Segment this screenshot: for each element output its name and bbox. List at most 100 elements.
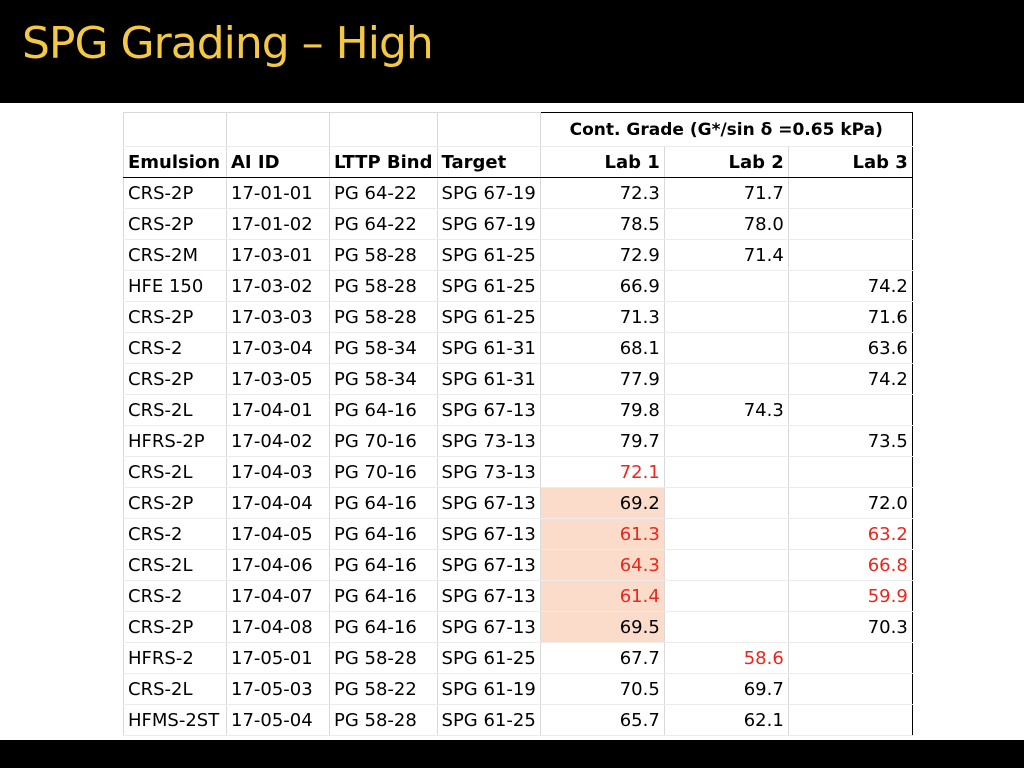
lab3-cell (787, 239, 913, 271)
emulsion-cell: CRS-2 (123, 332, 227, 364)
slide-content: Cont. Grade (G*/sin δ =0.65 kPa) Emulsio… (0, 103, 1024, 740)
ai-id-cell: 17-03-01 (226, 239, 330, 271)
target-cell: SPG 67-19 (436, 208, 541, 240)
lab1-cell: 66.9 (539, 270, 665, 302)
lab3-cell (787, 208, 913, 240)
emulsion-cell: CRS-2P (123, 611, 227, 643)
lab2-cell (663, 487, 789, 519)
lttp-bind-cell: PG 58-28 (329, 642, 438, 674)
col-header-ai-id: AI ID (226, 146, 330, 178)
header-blank-cell (329, 112, 438, 147)
lab3-cell (787, 456, 913, 488)
emulsion-cell: CRS-2L (123, 673, 227, 705)
ai-id-cell: 17-04-04 (226, 487, 330, 519)
table-row: HFRS-2P 17-04-02 PG 70-16 SPG 73-13 79.7 73.5 (123, 425, 913, 457)
lab1-cell: 79.7 (539, 425, 665, 457)
target-cell: SPG 67-13 (436, 611, 541, 643)
slide-title: SPG Grading – High (22, 18, 434, 69)
target-cell: SPG 73-13 (436, 456, 541, 488)
lab3-cell: 59.9 (787, 580, 913, 612)
lab3-cell: 71.6 (787, 301, 913, 333)
lab3-cell: 63.2 (787, 518, 913, 550)
lab1-cell: 69.5 (539, 611, 665, 643)
lab3-cell: 63.6 (787, 332, 913, 364)
lab1-cell: 61.3 (539, 518, 665, 550)
ai-id-cell: 17-04-06 (226, 549, 330, 581)
lttp-bind-cell: PG 58-28 (329, 704, 438, 736)
lab3-cell: 66.8 (787, 549, 913, 581)
lttp-bind-cell: PG 58-28 (329, 239, 438, 271)
col-header-target: Target (436, 146, 541, 178)
lab3-cell (787, 394, 913, 426)
emulsion-cell: HFE 150 (123, 270, 227, 302)
col-header-emulsion: Emulsion (123, 146, 227, 178)
target-cell: SPG 61-31 (436, 363, 541, 395)
table-row: CRS-2M 17-03-01 PG 58-28 SPG 61-25 72.9 71.4 (123, 239, 913, 271)
lab1-cell: 77.9 (539, 363, 665, 395)
grading-table: Cont. Grade (G*/sin δ =0.65 kPa) Emulsio… (123, 112, 913, 736)
ai-id-cell: 17-03-03 (226, 301, 330, 333)
lttp-bind-cell: PG 58-28 (329, 270, 438, 302)
table-row: CRS-2P 17-04-08 PG 64-16 SPG 67-13 69.5 70.3 (123, 611, 913, 643)
emulsion-cell: HFRS-2P (123, 425, 227, 457)
target-cell: SPG 61-25 (436, 239, 541, 271)
lttp-bind-cell: PG 64-16 (329, 611, 438, 643)
ai-id-cell: 17-03-02 (226, 270, 330, 302)
target-cell: SPG 61-31 (436, 332, 541, 364)
emulsion-cell: CRS-2P (123, 363, 227, 395)
emulsion-cell: CRS-2L (123, 456, 227, 488)
emulsion-cell: CRS-2P (123, 208, 227, 240)
target-cell: SPG 67-13 (436, 549, 541, 581)
ai-id-cell: 17-03-05 (226, 363, 330, 395)
lab3-cell (787, 704, 913, 736)
lttp-bind-cell: PG 64-16 (329, 518, 438, 550)
lab3-cell: 74.2 (787, 363, 913, 395)
ai-id-cell: 17-01-01 (226, 177, 330, 209)
lttp-bind-cell: PG 58-34 (329, 332, 438, 364)
lab2-cell (663, 301, 789, 333)
col-header-lttp-bind: LTTP Bind (329, 146, 438, 178)
col-header-lab1: Lab 1 (539, 146, 665, 178)
emulsion-cell: CRS-2P (123, 301, 227, 333)
ai-id-cell: 17-05-04 (226, 704, 330, 736)
lttp-bind-cell: PG 58-34 (329, 363, 438, 395)
lttp-bind-cell: PG 64-16 (329, 487, 438, 519)
lab2-cell (663, 580, 789, 612)
lab1-cell: 72.3 (539, 177, 665, 209)
lab1-cell: 70.5 (539, 673, 665, 705)
ai-id-cell: 17-04-03 (226, 456, 330, 488)
lab3-cell (787, 642, 913, 674)
ai-id-cell: 17-05-03 (226, 673, 330, 705)
target-cell: SPG 67-13 (436, 518, 541, 550)
column-header-row: Emulsion AI ID LTTP Bind Target Lab 1 La… (123, 146, 913, 178)
lab2-cell (663, 363, 789, 395)
table-row: CRS-2 17-04-07 PG 64-16 SPG 67-13 61.4 59.9 (123, 580, 913, 612)
lab1-cell: 79.8 (539, 394, 665, 426)
lttp-bind-cell: PG 64-16 (329, 549, 438, 581)
lab1-cell: 72.1 (539, 456, 665, 488)
ai-id-cell: 17-05-01 (226, 642, 330, 674)
lab2-cell (663, 425, 789, 457)
lttp-bind-cell: PG 70-16 (329, 425, 438, 457)
table-row: CRS-2L 17-05-03 PG 58-22 SPG 61-19 70.5 69.7 (123, 673, 913, 705)
target-cell: SPG 61-25 (436, 704, 541, 736)
lab2-cell: 71.7 (663, 177, 789, 209)
lab1-cell: 69.2 (539, 487, 665, 519)
col-header-lab3: Lab 3 (787, 146, 913, 178)
lab2-cell: 58.6 (663, 642, 789, 674)
group-header-row: Cont. Grade (G*/sin δ =0.65 kPa) (123, 112, 913, 147)
target-cell: SPG 61-25 (436, 270, 541, 302)
lab1-cell: 68.1 (539, 332, 665, 364)
emulsion-cell: HFMS-2ST (123, 704, 227, 736)
target-cell: SPG 67-13 (436, 394, 541, 426)
lab2-cell (663, 332, 789, 364)
header-blank-cell (226, 112, 330, 147)
lab1-cell: 78.5 (539, 208, 665, 240)
lab2-cell (663, 518, 789, 550)
emulsion-cell: CRS-2P (123, 177, 227, 209)
lttp-bind-cell: PG 64-16 (329, 580, 438, 612)
header-blank-cell (123, 112, 227, 147)
target-cell: SPG 67-13 (436, 580, 541, 612)
lab3-cell (787, 673, 913, 705)
emulsion-cell: HFRS-2 (123, 642, 227, 674)
